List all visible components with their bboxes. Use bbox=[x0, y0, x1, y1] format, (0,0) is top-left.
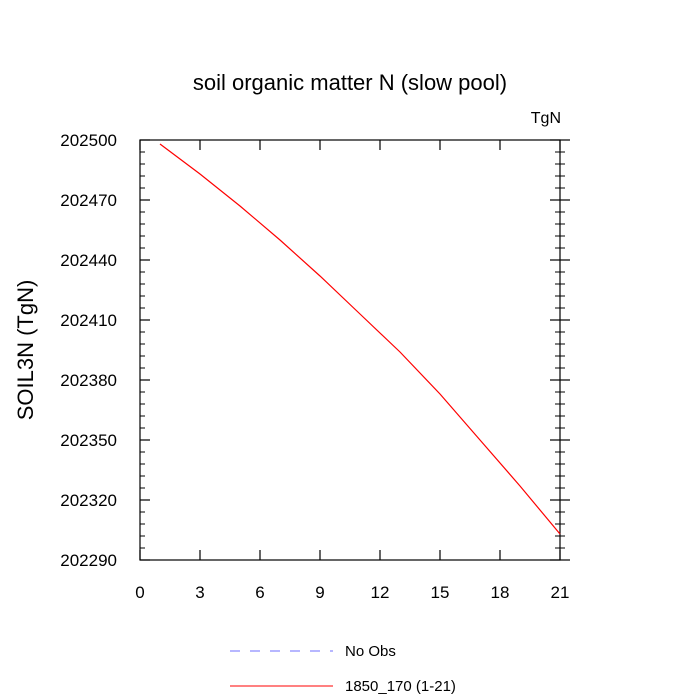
legend-label: 1850_170 (1-21) bbox=[345, 678, 456, 695]
x-tick-label: 15 bbox=[431, 583, 450, 602]
y-tick-label: 202440 bbox=[60, 251, 117, 270]
x-tick-label: 12 bbox=[371, 583, 390, 602]
y-tick-label: 202290 bbox=[60, 551, 117, 570]
chart-title: soil organic matter N (slow pool) bbox=[193, 70, 507, 95]
y-tick-label: 202350 bbox=[60, 431, 117, 450]
series-line bbox=[159, 143, 561, 535]
legend: No Obs 1850_170 (1-21) bbox=[230, 643, 456, 695]
series-layer bbox=[159, 143, 561, 535]
x-tick-label: 3 bbox=[195, 583, 204, 602]
axis-ticks bbox=[139, 139, 570, 561]
x-tick-label: 0 bbox=[135, 583, 144, 602]
x-tick-label: 18 bbox=[491, 583, 510, 602]
plot-frame bbox=[139, 139, 561, 561]
y-tick-label: 202470 bbox=[60, 191, 117, 210]
y-tick-label: 202500 bbox=[60, 131, 117, 150]
y-tick-label: 202410 bbox=[60, 311, 117, 330]
y-tick-label: 202320 bbox=[60, 491, 117, 510]
legend-label: No Obs bbox=[345, 643, 396, 660]
x-tick-label: 9 bbox=[315, 583, 324, 602]
tick-labels: 0 3 6 9 12 15 18 21 202290 202320 202350 202380 2024… bbox=[60, 131, 569, 602]
y-tick-label: 202380 bbox=[60, 371, 117, 390]
x-tick-label: 6 bbox=[255, 583, 264, 602]
y-axis-label: SOIL3N (TgN) bbox=[13, 280, 38, 421]
x-tick-label: 21 bbox=[551, 583, 570, 602]
units-label: TgN bbox=[531, 110, 561, 127]
